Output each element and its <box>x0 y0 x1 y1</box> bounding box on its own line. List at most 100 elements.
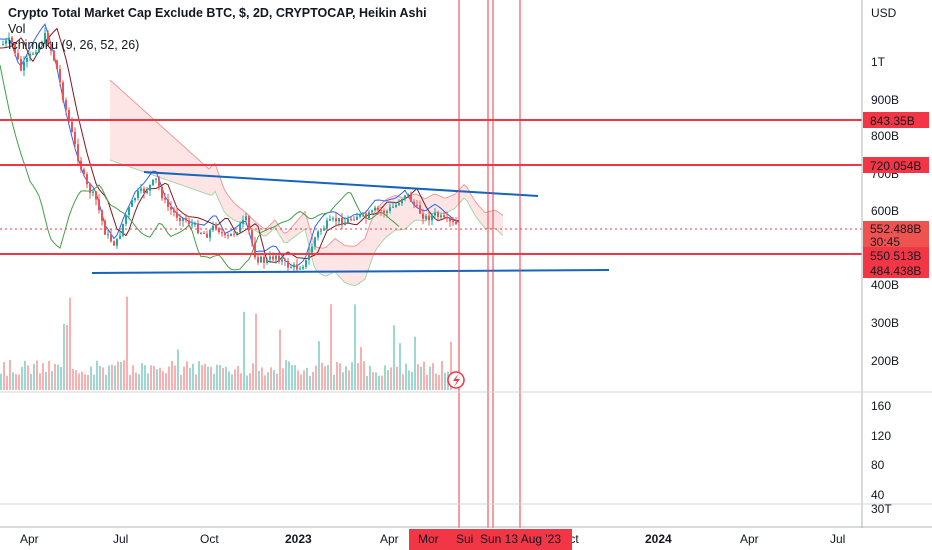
candle-body <box>158 178 160 188</box>
candle-body <box>449 218 451 222</box>
candle-body <box>128 206 130 215</box>
volume-bar <box>207 366 209 390</box>
candle-body <box>314 237 316 247</box>
volume-bar <box>342 372 344 390</box>
candle-body <box>113 241 115 246</box>
volume-bar <box>63 323 65 390</box>
volume-bar <box>87 374 89 390</box>
candle-body <box>335 218 337 222</box>
volume-legend[interactable]: Vol <box>8 22 26 36</box>
ichimoku-legend[interactable]: Ichimoku (9, 26, 52, 26) <box>8 38 140 52</box>
volume-bar <box>399 343 401 390</box>
volume-bar <box>72 368 74 390</box>
horizontal-levels[interactable] <box>0 119 862 255</box>
time-tick: Apr <box>20 532 39 546</box>
volume-bar <box>249 373 251 390</box>
volume-bar <box>198 361 200 390</box>
senkou-span-b <box>109 79 504 249</box>
volume-bar <box>300 374 302 390</box>
volume-bar <box>144 365 146 390</box>
volume-bar <box>9 360 11 390</box>
candle-body <box>185 218 187 221</box>
volume-bar <box>261 367 263 390</box>
volume-bar <box>168 366 170 390</box>
s2-box <box>863 262 929 278</box>
volume-bar <box>69 297 71 390</box>
candle-body <box>182 218 184 221</box>
candle-body <box>326 220 328 229</box>
candle-body <box>200 232 202 234</box>
pane2-tick: 80 <box>871 458 885 472</box>
vertical-lines[interactable] <box>447 0 521 528</box>
pane2-tick: 40 <box>871 488 885 502</box>
candle-body <box>377 207 379 210</box>
candle-body <box>74 131 76 145</box>
volume-bar <box>225 366 227 390</box>
countdown-label: 30:45 <box>870 235 900 249</box>
candle-body <box>323 228 325 231</box>
candle-body <box>425 215 427 219</box>
candle-body <box>311 246 313 253</box>
candle-body <box>86 174 88 185</box>
volume-bar <box>276 373 278 390</box>
volume-bar <box>411 371 413 390</box>
volume-bar <box>0 373 2 390</box>
candle-body <box>143 188 145 193</box>
candle-body <box>35 52 37 54</box>
candle-body <box>383 210 385 213</box>
time-tick: Apr <box>740 532 759 546</box>
candle-body <box>26 57 28 62</box>
volume-bar <box>216 364 218 390</box>
candle-body <box>347 219 349 223</box>
candle-body <box>296 264 298 270</box>
candle-body <box>287 260 289 268</box>
candle-body <box>68 109 70 122</box>
trendlines[interactable] <box>91 171 610 274</box>
price-tick: 300B <box>871 316 899 330</box>
candle-body <box>23 61 25 71</box>
volume-bar <box>219 364 221 390</box>
volume-bar <box>138 374 140 390</box>
volume-bar <box>102 367 104 390</box>
candle-body <box>191 224 193 226</box>
volume-bar <box>231 374 233 390</box>
volume-bar <box>432 363 434 390</box>
price-tick: 200B <box>871 354 899 368</box>
axis-labels: USD1T900B800B700B600B400B300B200B843.35B… <box>20 6 929 550</box>
candle-body <box>188 220 190 225</box>
volume-bar <box>6 375 8 390</box>
candle-body <box>71 121 73 132</box>
candle-body <box>203 232 205 234</box>
candle-body <box>242 220 244 224</box>
candle-body <box>302 266 304 269</box>
volume-bar <box>222 367 224 390</box>
candle-body <box>272 256 274 260</box>
candle-body <box>422 213 424 219</box>
volume-bar <box>84 374 86 390</box>
volume-bar <box>444 372 446 390</box>
candle-body <box>239 223 241 233</box>
volume-bar <box>21 366 23 390</box>
candle-body <box>233 233 235 235</box>
volume-bar <box>324 366 326 390</box>
candle-body <box>197 223 199 234</box>
volume-bar <box>129 375 131 390</box>
volume-bar <box>408 370 410 390</box>
volume-bar <box>405 363 407 390</box>
time-overlay-1: Mor <box>418 532 439 546</box>
candle-body <box>155 178 157 180</box>
time-tick: Oct <box>200 532 219 546</box>
candle-body <box>110 234 112 242</box>
candle-body <box>164 198 166 200</box>
volume-bar <box>99 365 101 390</box>
candle-body <box>356 216 358 220</box>
candle-body <box>278 255 280 262</box>
volume-bar <box>189 367 191 390</box>
pane2-bottom-label: 30T <box>871 502 892 516</box>
candle-body <box>299 268 301 270</box>
volume-bar <box>237 366 239 390</box>
volume-bar <box>243 311 245 390</box>
volume-bar <box>267 372 269 390</box>
candle-body <box>20 58 22 71</box>
